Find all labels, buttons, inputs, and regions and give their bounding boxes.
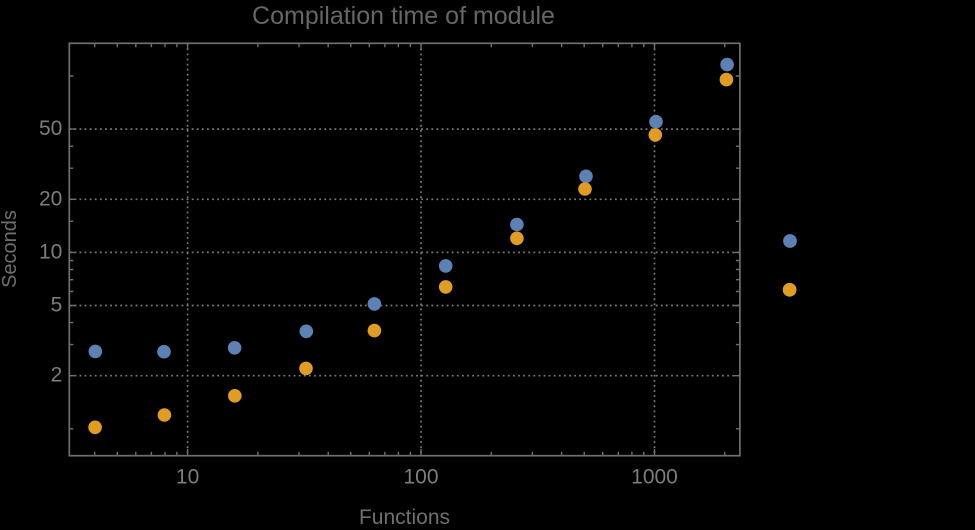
svg-text:10: 10 bbox=[176, 466, 199, 489]
svg-text:1000: 1000 bbox=[631, 466, 678, 489]
svg-text:50: 50 bbox=[39, 117, 62, 140]
svg-text:20: 20 bbox=[39, 187, 62, 210]
svg-text:Seconds: Seconds bbox=[0, 210, 21, 288]
svg-text:10: 10 bbox=[39, 240, 62, 263]
svg-text:2: 2 bbox=[51, 364, 63, 387]
svg-text:5: 5 bbox=[51, 294, 63, 317]
svg-text:Compilation time of module: Compilation time of module bbox=[252, 2, 555, 30]
svg-text:100: 100 bbox=[403, 466, 438, 489]
svg-text:Functions: Functions bbox=[359, 506, 450, 525]
